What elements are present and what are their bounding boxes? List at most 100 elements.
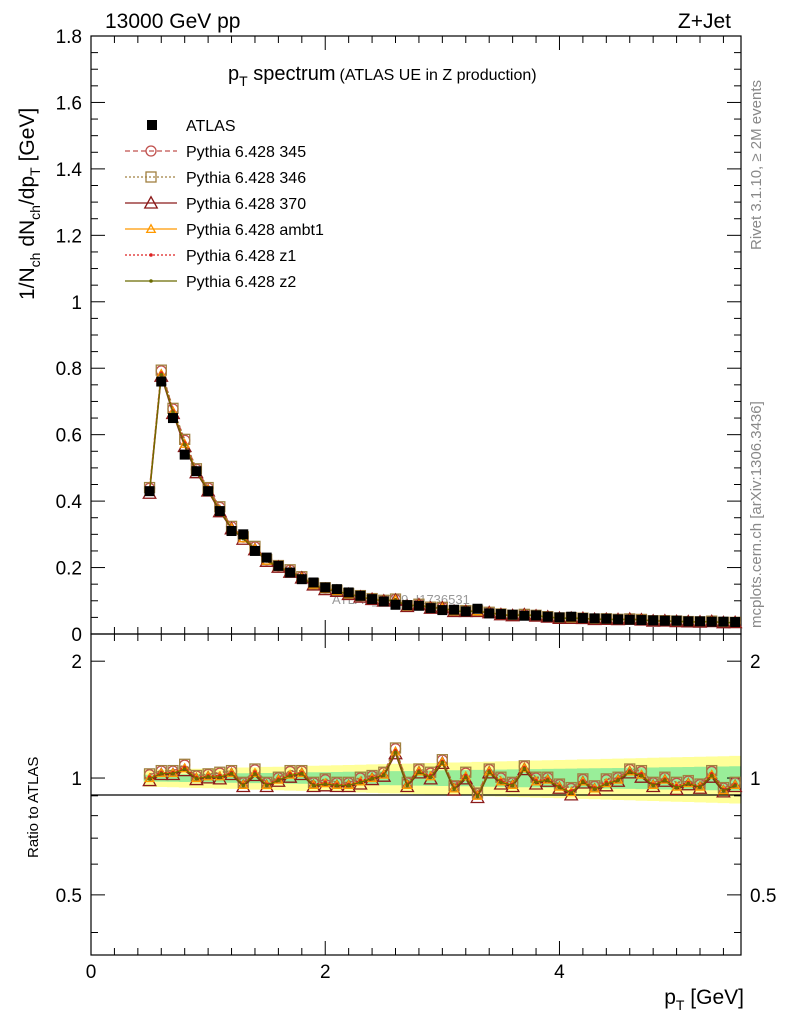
legend-label: Pythia 6.428 z1 [186,248,296,265]
marker-triangle [378,769,390,779]
data-point [613,614,624,625]
ratio-series-line [147,750,737,799]
y-tick-label: 1 [71,293,82,314]
data-point [285,567,296,578]
series-path [148,376,736,624]
y-tick-label: 1.6 [56,93,82,114]
marker-square [155,764,167,777]
data-point [214,506,225,517]
data-point [355,590,366,601]
data-point [542,611,553,622]
marker-square [413,763,425,775]
marker-triangle [413,765,425,776]
marker-dot [159,372,164,377]
marker-triangle [706,769,718,779]
data-point [636,615,647,626]
series-path [148,370,736,624]
marker-square [202,768,214,780]
marker-triangle [202,770,214,781]
data-point [507,609,518,620]
legend-entry: Pythia 6.428 z2 [125,274,296,291]
marker-triangle [155,767,167,778]
data-point [203,486,214,497]
marker-dot [686,781,691,786]
marker-triangle [331,779,343,789]
marker-triangle [226,767,237,778]
ratio-tick-label-right: 0.5 [750,886,776,907]
legend-entry: Pythia 6.428 z1 [125,248,296,265]
marker-dot [182,767,187,771]
data-point [331,584,342,595]
data-point [706,616,717,627]
data-point [425,603,436,614]
data-point [179,449,190,460]
marker-dot [229,771,234,776]
marker-triangle [143,195,159,209]
title-main-rest: spectrum [248,63,336,85]
marker-dot [475,794,480,799]
marker-square [682,774,694,787]
legend-label: Pythia 6.428 346 [186,170,306,187]
marker-dot [698,785,702,790]
data-point [566,611,577,622]
main-series-line [143,364,741,629]
marker-triangle [472,790,483,800]
title-main-sub: T [239,73,248,89]
marker-dot [311,783,316,788]
marker-square [542,771,554,783]
marker-dot [335,783,339,788]
y-tick-labels: 0 0.2 0.4 0.6 0.8 1 1.2 1.4 1.6 1.8 [56,27,83,646]
ratio-tick-labels: 0.5 0.5 1 1 2 2 [56,652,777,907]
marker-triangle [518,762,530,773]
data-point [648,615,659,626]
marker-triangle [179,762,191,773]
marker-square [145,171,157,183]
data-point [472,603,483,614]
y-tick-label: 0 [71,625,82,646]
marker-dot [276,778,281,783]
marker-square [331,776,343,788]
marker-dot [522,766,527,771]
data-point [261,552,272,563]
marker-dot [346,783,351,788]
ratio-tick-label-right: 1 [750,769,761,790]
marker-triangle [729,779,741,789]
marker-dot [499,780,503,785]
main-series-line [143,365,741,629]
ratio-series [142,742,743,804]
marker-dot [604,782,609,786]
data-point [554,612,565,623]
ratio-tick-label-right: 2 [750,652,761,673]
marker-triangle [319,777,331,788]
title-extra: (ATLAS UE in Z production) [340,67,537,84]
x-tick-labels: 0 2 4 [86,962,565,983]
data-point [343,587,354,598]
series-path [148,374,736,624]
marker-dot [557,785,562,790]
data-point [390,599,401,610]
data-point [519,610,530,621]
marker-dot [663,778,667,783]
marker-dot [592,787,597,791]
data-point [449,604,460,615]
marker-dot [417,770,421,774]
data-point [589,613,600,624]
marker-dot [651,783,655,788]
data-point [320,582,331,593]
marker-dot [733,783,737,788]
chart-title: pT spectrum (ATLAS UE in Z production) [228,63,537,89]
marker-dot [405,783,410,788]
x-tick-label: 2 [320,962,331,983]
data-point [156,376,167,387]
data-point [624,614,635,625]
marker-triangle [483,765,495,776]
data-point [402,600,413,611]
axis-ticks [90,35,741,955]
marker-dot [428,775,433,779]
marker-triangle [284,769,296,779]
data-point [226,526,237,537]
marker-square [729,776,741,788]
y-axis-label: 1/Nch dNch/dpT [GeV] [16,108,43,300]
y-tick-label: 0.8 [56,359,82,380]
marker-dot [721,789,726,793]
